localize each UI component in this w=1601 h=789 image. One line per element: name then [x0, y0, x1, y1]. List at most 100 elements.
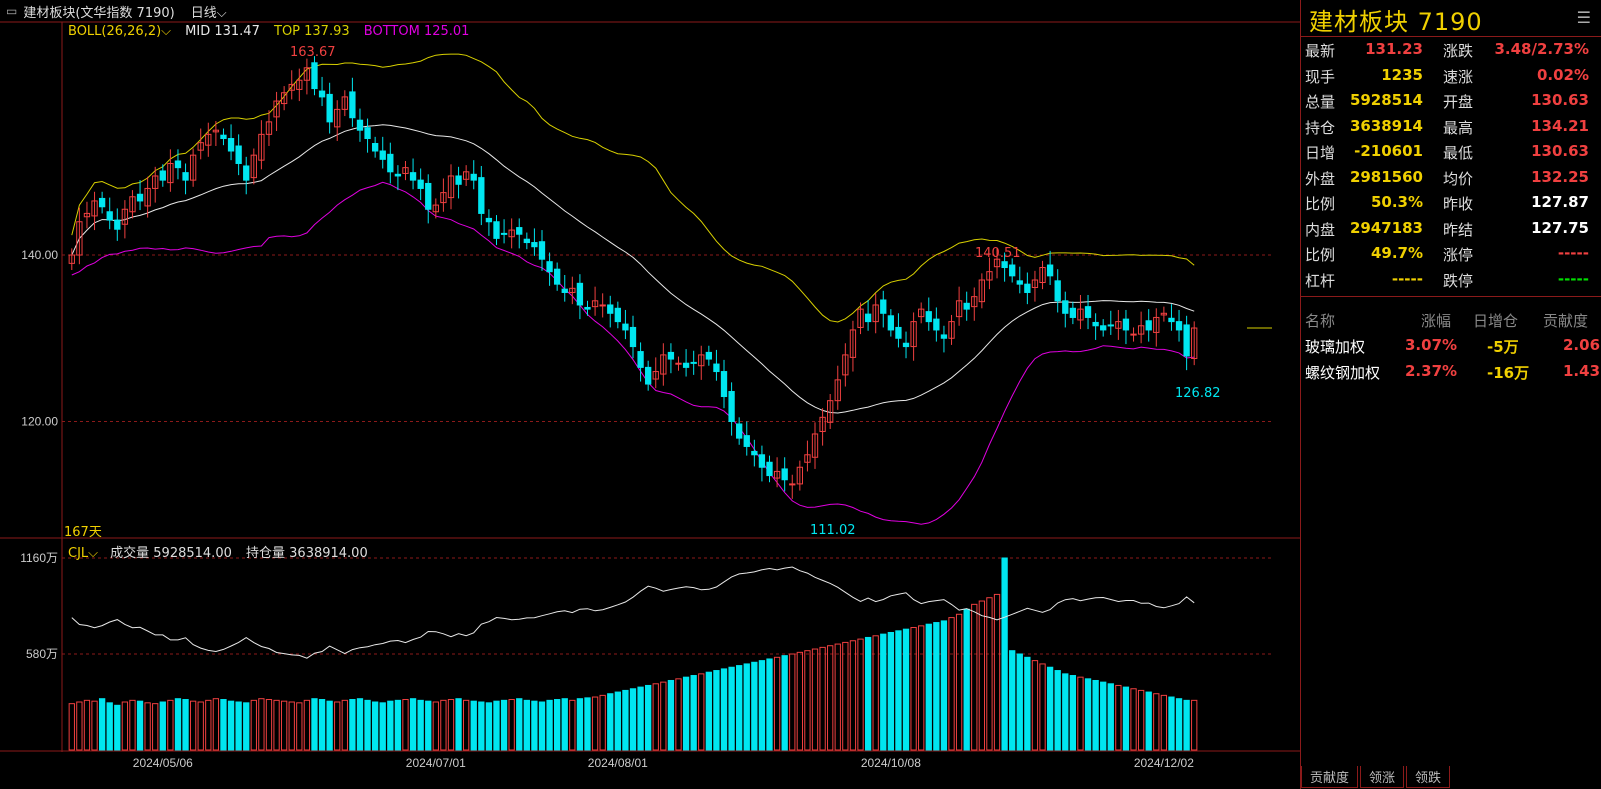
local-high-label: 140.51 [975, 246, 1021, 261]
col-oi: 日增仓 [1473, 312, 1519, 330]
candle-body [819, 416, 826, 432]
candle-body [637, 351, 644, 368]
volume-bar [425, 700, 432, 751]
candle-body [1054, 280, 1061, 302]
candle-body [554, 268, 561, 285]
quote-value: 127.87 [1531, 193, 1589, 211]
quote-value: 50.3% [1370, 193, 1423, 211]
candle-body [114, 219, 121, 230]
quote-row: 现手 1235 速涨 0.02% [1301, 66, 1601, 92]
volume-bar [129, 699, 136, 751]
candle-body [121, 208, 129, 225]
volume-bar [766, 658, 773, 751]
volume-bar [531, 700, 538, 751]
oi-value: 持仓量 3638914.00 [246, 546, 368, 561]
candle-body [144, 187, 151, 207]
contrib-oi: -5万 [1487, 338, 1519, 356]
candle-body [1062, 300, 1069, 314]
candle-body [349, 91, 356, 119]
volume-bar [1016, 653, 1023, 751]
tab-leading-down[interactable]: 领跌 [1406, 766, 1451, 788]
volume-bar [516, 698, 523, 751]
volume-bar [925, 623, 932, 751]
candle-body [902, 342, 910, 348]
volume-bar [948, 617, 955, 751]
title-bar: ▭ 建材板块(文华指数 7190) 日线⌵ [0, 0, 1300, 22]
volume-bar [736, 665, 743, 751]
candle-body [986, 271, 993, 281]
volume-bar [720, 668, 728, 751]
volume-bar [902, 628, 910, 751]
chevron-down-icon: ⌵ [216, 5, 227, 21]
volume-bar [705, 671, 712, 751]
candle-body [508, 229, 515, 238]
volume-bar [811, 648, 819, 751]
quote-panel: 建材板块 7190 ☰ 最新 131.23 涨跌 3.48/2.73% 现手 1235 速涨… [1301, 0, 1601, 789]
volume-bar [356, 698, 364, 751]
quote-key: 昨收 [1443, 195, 1474, 213]
candle-body [1168, 317, 1175, 323]
period-selector[interactable]: 日线⌵ [191, 2, 227, 21]
candle-body [516, 227, 523, 235]
contribution-row[interactable]: 螺纹钢加权 2.37% -16万 1.43 [1301, 362, 1601, 388]
tab-contribution[interactable]: 贡献度 [1301, 766, 1359, 788]
candle-body [652, 371, 659, 380]
quote-row: 日增 -210601 最低 130.63 [1301, 142, 1601, 168]
contribution-table: 名称 涨幅 日增仓 贡献度 玻璃加权 3.07% -5万 2.06 螺纹钢加权 2.37%… [1301, 310, 1601, 388]
volume-bar [1145, 691, 1152, 751]
candle-body [174, 160, 182, 169]
volume-bar [508, 699, 515, 751]
volume-bar [842, 641, 849, 751]
kline-chart[interactable]: 140.00 120.00 1160万 580万 2024/05/06 2024/07/0… [0, 0, 1300, 789]
quote-value: 130.63 [1531, 142, 1589, 160]
candle-body [167, 162, 174, 184]
candle-body [834, 379, 841, 402]
candle-body [910, 321, 917, 348]
candle-body [614, 307, 621, 323]
boll-bottom-line [71, 181, 1195, 525]
chart-area[interactable]: 140.00 120.00 1160万 580万 2024/05/06 2024/07/0… [0, 0, 1301, 789]
volume-bar [864, 636, 872, 751]
volume-bar [910, 627, 917, 751]
candle-body [379, 150, 386, 160]
volume-bar [182, 699, 189, 751]
volume-bar [220, 699, 227, 751]
volume-bar [303, 699, 311, 751]
candle-body [698, 354, 705, 367]
y-tick-label: 140.00 [21, 248, 58, 262]
cjl-selector[interactable]: CJL⌵ [68, 546, 98, 561]
candle-body [182, 172, 189, 181]
tab-leading-up[interactable]: 领涨 [1360, 766, 1405, 788]
volume-bar [1054, 670, 1061, 751]
volume-bar [280, 700, 288, 751]
quote-key: 跌停 [1443, 271, 1474, 290]
contrib-value: 1.43 [1563, 362, 1601, 380]
volume-bar [121, 701, 129, 751]
candle-body [531, 242, 538, 248]
candle-body [887, 315, 895, 331]
volume-bar [743, 663, 750, 751]
contribution-row[interactable]: 玻璃加权 3.07% -5万 2.06 [1301, 336, 1601, 362]
volume-bar [258, 698, 265, 751]
volume-bar [1115, 684, 1122, 751]
candle-body [387, 153, 394, 173]
volume-bar [243, 702, 250, 751]
candle-body [311, 62, 318, 90]
volume-bar [463, 699, 470, 751]
menu-icon[interactable]: ▭ [6, 4, 18, 18]
candle-body [713, 363, 720, 373]
candle-body [1145, 320, 1152, 331]
candle-body [91, 200, 98, 217]
contrib-chg: 3.07% [1405, 336, 1458, 354]
contribution-rows: 玻璃加权 3.07% -5万 2.06 螺纹钢加权 2.37% -16万 1.43 [1301, 336, 1601, 388]
contrib-name: 螺纹钢加权 [1305, 364, 1381, 382]
quote-key: 比例 [1305, 246, 1336, 264]
candle-body [409, 172, 417, 181]
list-menu-icon[interactable]: ☰ [1576, 8, 1591, 27]
volume-bar [114, 704, 121, 751]
candle-body [978, 279, 986, 303]
boll-selector[interactable]: BOLL(26,26,2)⌵ [68, 24, 171, 39]
volume-bar [1137, 689, 1145, 751]
candle-body [455, 175, 462, 185]
volume-bar [872, 635, 879, 751]
